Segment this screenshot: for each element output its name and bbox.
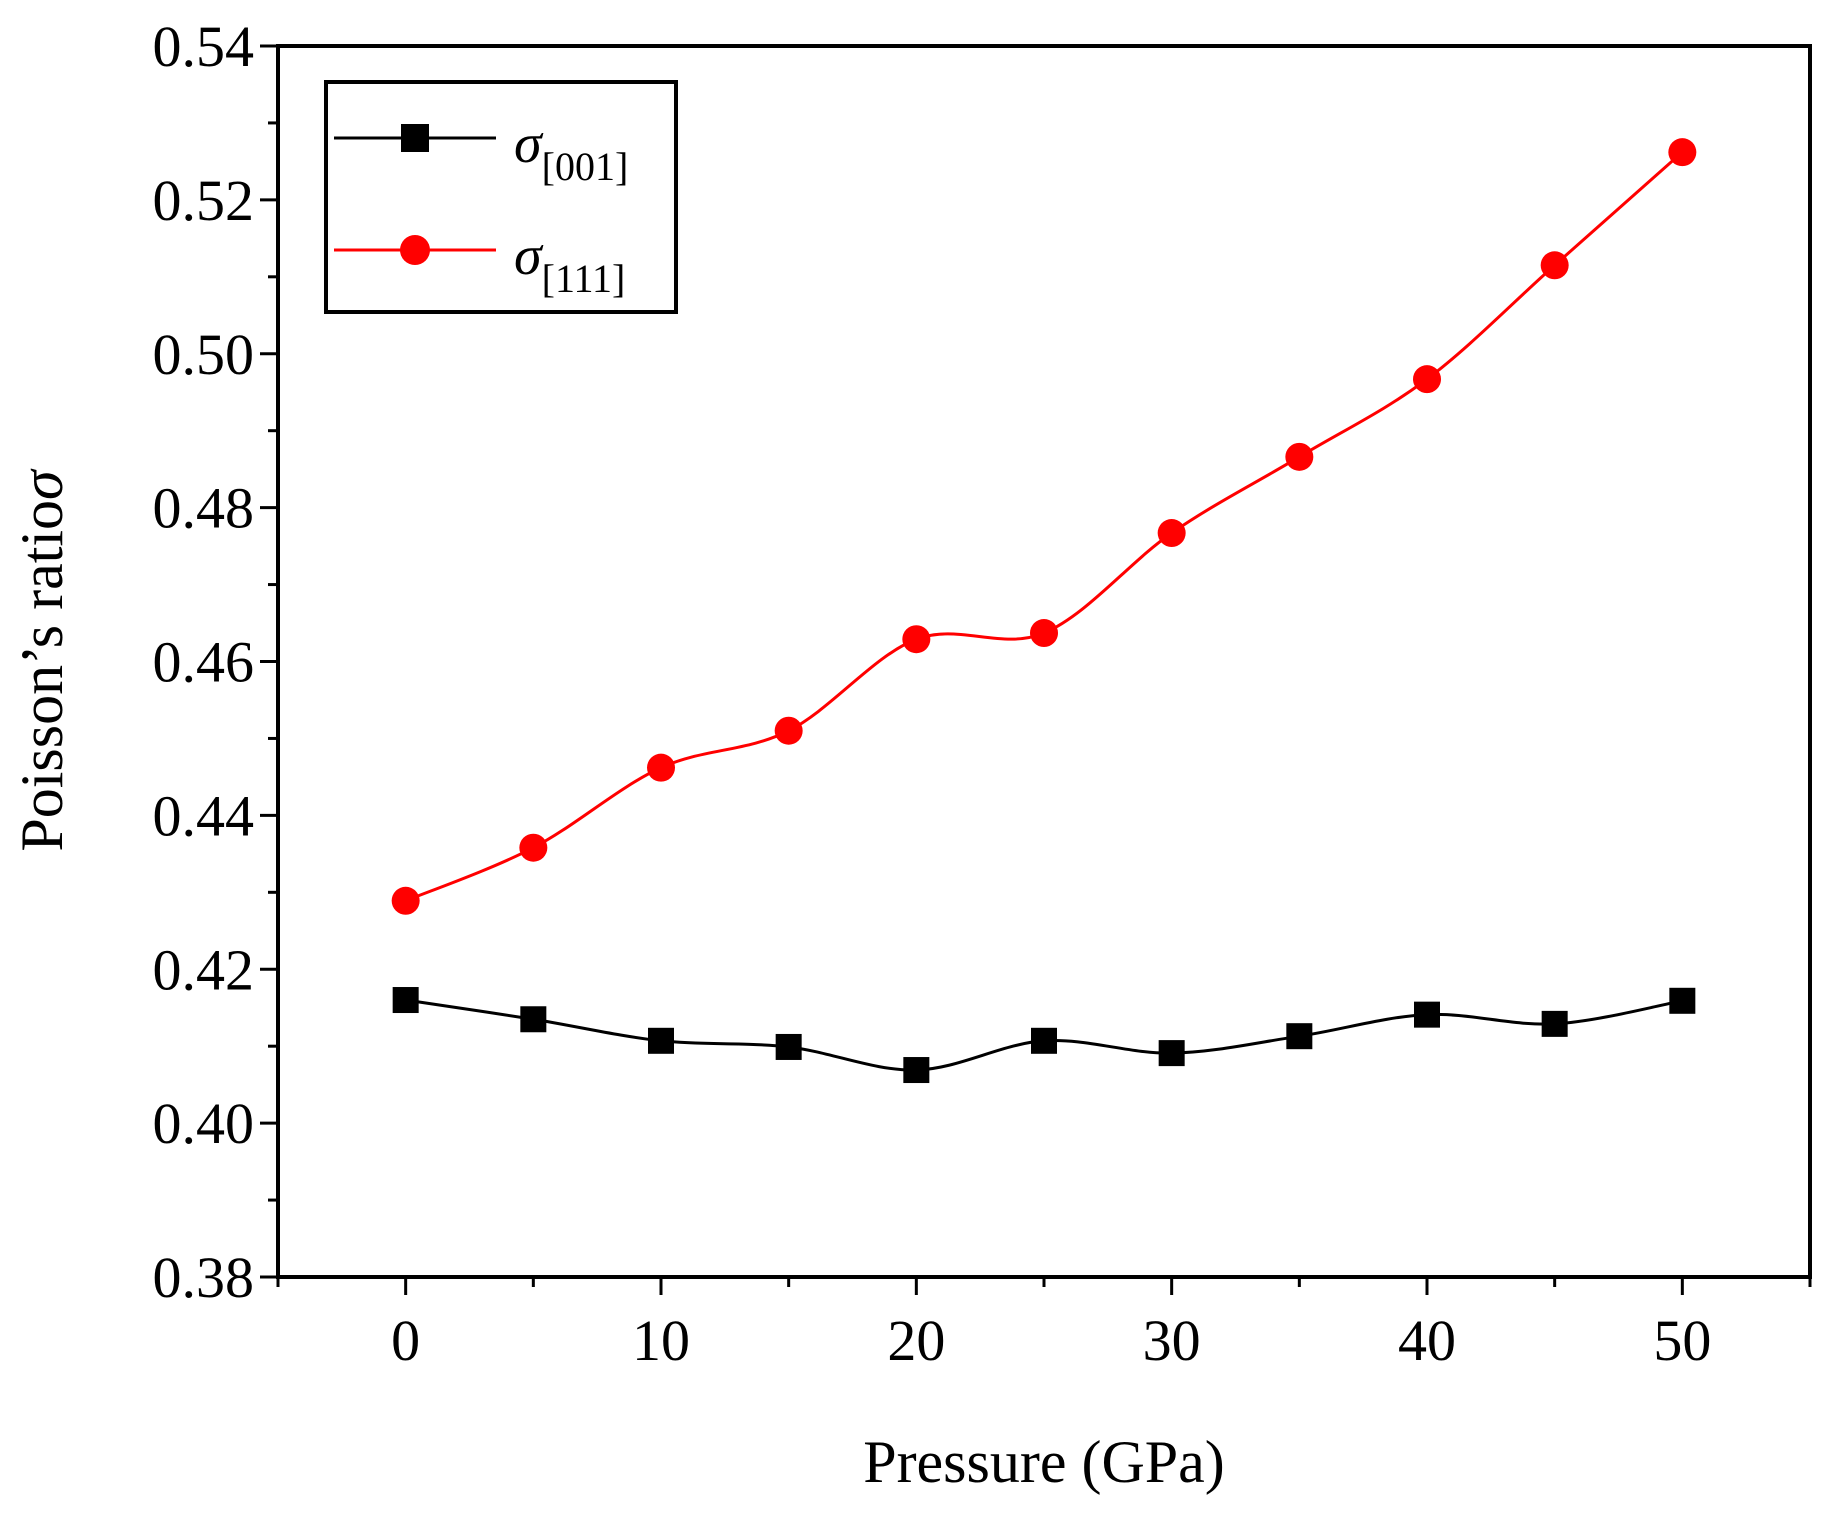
data-point	[392, 987, 419, 1014]
legend-marker-1	[400, 235, 430, 265]
legend-box	[324, 80, 678, 314]
x-tick-label: 30	[1143, 1308, 1201, 1373]
series-line-1	[405, 151, 1684, 903]
data-point	[1669, 987, 1696, 1014]
series-0	[392, 987, 1696, 1084]
data-point	[1285, 442, 1314, 471]
x-axis-title: Pressure (GPa)	[863, 1429, 1225, 1495]
data-point	[1286, 1023, 1313, 1050]
y-axis-title-text: Poisson’s ratio	[9, 500, 75, 852]
legend-label-0: σ[001]	[514, 113, 628, 189]
legend-label-0-symbol: σ	[514, 113, 544, 175]
data-point	[520, 1006, 547, 1033]
x-axis-ticks: 0 10 20 30 40 50	[276, 1277, 1812, 1373]
legend-label-0-sub: [001]	[542, 144, 629, 189]
data-point	[1157, 519, 1186, 548]
data-point	[903, 1057, 930, 1084]
data-point	[519, 833, 548, 862]
x-tick-label: 20	[887, 1308, 945, 1373]
data-point	[391, 886, 420, 915]
y-tick-label: 0.44	[153, 783, 255, 848]
legend-entry-1: σ[111]	[334, 225, 625, 301]
data-point	[648, 1027, 674, 1054]
x-tick-label: 0	[391, 1308, 420, 1373]
x-tick-label: 10	[632, 1308, 690, 1373]
legend-label-1-symbol: σ	[514, 225, 544, 287]
y-axis-title-symbol: σ	[9, 468, 75, 500]
data-point	[1030, 619, 1058, 648]
data-point	[1668, 138, 1697, 167]
y-tick-label: 0.40	[153, 1091, 255, 1156]
x-tick-label: 50	[1653, 1308, 1711, 1373]
y-tick-label: 0.54	[153, 14, 255, 79]
y-tick-label: 0.48	[153, 476, 255, 541]
y-tick-label: 0.42	[153, 937, 255, 1002]
data-point	[775, 1033, 802, 1060]
legend: σ[001] σ[111]	[324, 80, 678, 314]
x-tick-label: 40	[1398, 1308, 1456, 1373]
data-point	[902, 625, 931, 654]
data-point	[1414, 1001, 1440, 1028]
legend-label-1-sub: [111]	[542, 256, 626, 301]
data-point	[1158, 1040, 1185, 1067]
y-tick-label: 0.50	[153, 322, 255, 387]
y-axis-title: Poisson’s ratioσ	[9, 468, 75, 852]
legend-label-1: σ[111]	[514, 225, 625, 301]
data-point	[1541, 1010, 1568, 1037]
data-point	[1031, 1027, 1057, 1054]
series-1	[391, 138, 1697, 915]
data-point	[647, 753, 675, 782]
data-point	[774, 716, 803, 745]
series-layer	[391, 138, 1697, 1084]
data-point	[1540, 251, 1569, 280]
legend-marker-0	[401, 124, 429, 152]
y-tick-label: 0.46	[153, 630, 255, 695]
data-point	[1413, 365, 1441, 394]
y-tick-label: 0.38	[153, 1245, 255, 1310]
y-axis-ticks: 0.38 0.40 0.42 0.44 0.46 0.48 0.50 0.52 0.54	[153, 14, 278, 1310]
y-tick-label: 0.52	[153, 168, 255, 233]
legend-entry-0: σ[001]	[334, 113, 628, 189]
